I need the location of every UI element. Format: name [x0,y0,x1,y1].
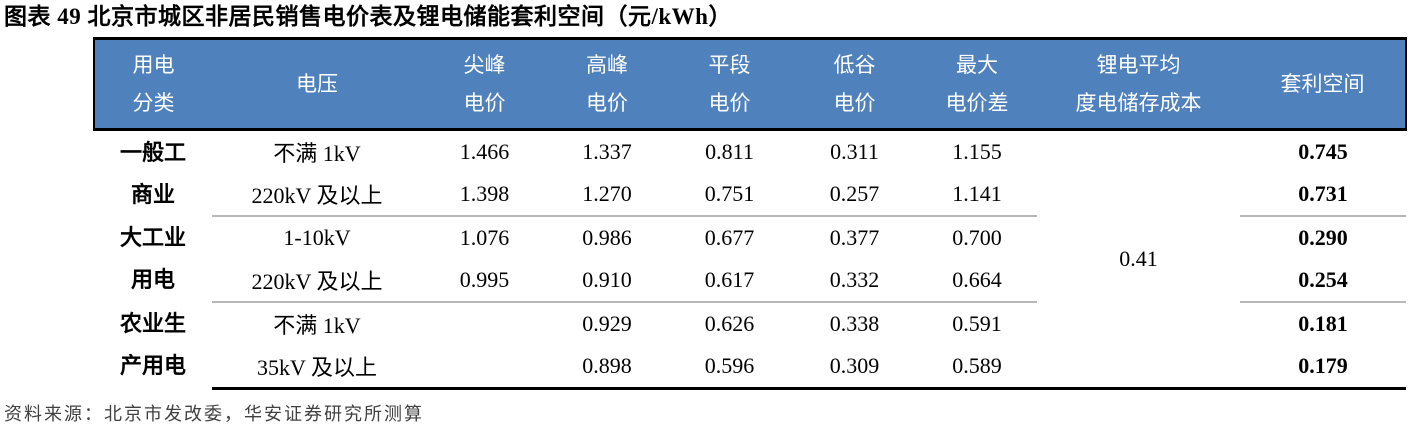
header-line: 平段 [708,53,751,77]
category-line: 产用电 [119,353,186,379]
peak-price-cell: 1.076 [459,225,510,250]
header-line: 电压 [296,72,338,96]
flat-price-cell: 0.596 [667,345,792,390]
category-line: 大工业 [119,225,186,250]
valley-price-cell: 0.338 [829,311,880,336]
table-row: 大工业 用电 1-10kV 1.076 0.986 0.677 0.377 0.… [94,216,1406,292]
category-cell-general-commerce: 一般工 商业 [94,130,212,217]
high-price-cell: 0.910 [547,259,667,303]
voltage-cell: 不满 1kV [273,141,361,166]
voltage-cell: 220kV 及以上 [212,173,422,217]
header-row: 用电 分类 电压 尖峰 电价 高峰 电价 平段 电价 低谷 电价 [93,37,1407,131]
header-line: 电价 [586,91,628,115]
category-line: 农业生 [119,311,186,337]
voltage-cell: 220kV 及以上 [212,259,422,303]
peak-price-cell: 1.466 [459,139,510,164]
header-line: 分类 [132,91,175,115]
valley-price-cell: 0.377 [829,225,880,250]
max-diff-cell: 1.141 [917,173,1037,217]
arbitrage-cell: 0.179 [1240,345,1406,390]
flat-price-cell: 0.677 [704,225,755,250]
header-line: 尖峰 [463,53,506,77]
peak-price-cell: 1.398 [422,173,547,217]
category-cell-agriculture: 农业生 产用电 [94,302,212,389]
peak-price-cell: 0.995 [422,259,547,303]
high-price-cell: 0.986 [582,225,632,250]
category-line: 一般工 [119,139,186,165]
max-diff-cell: 0.664 [917,259,1037,303]
col-header-flat-price: 平段 电价 [667,37,792,131]
header-line: 锂电平均 [1096,53,1181,77]
category-cell-large-industry: 大工业 用电 [94,216,212,302]
col-header-peak-price: 尖峰 电价 [422,37,547,131]
voltage-cell: 35kV 及以上 [212,345,422,390]
voltage-cell: 1-10kV [283,225,351,250]
header-line: 电价差 [945,91,1009,115]
valley-price-cell: 0.257 [792,173,917,217]
category-line: 用电 [130,267,175,292]
voltage-cell: 不满 1kV [273,313,361,338]
table-row: 农业生 产用电 不满 1kV 0.929 0.626 0.338 0.591 0… [94,302,1406,378]
table-row: 220kV 及以上 1.398 1.270 0.751 0.257 1.141 … [94,173,1406,217]
high-price-cell: 0.898 [547,345,667,390]
li-storage-cost-cell: 0.41 [1037,129,1240,390]
arbitrage-cell: 0.731 [1240,173,1406,217]
category-line: 商业 [130,181,175,207]
valley-price-cell: 0.311 [830,139,879,164]
flat-price-cell: 0.751 [667,173,792,217]
header-line: 套利空间 [1280,72,1365,96]
max-diff-cell: 0.700 [952,225,1002,250]
max-diff-cell: 1.155 [952,139,1002,164]
electricity-price-table: 用电 分类 电压 尖峰 电价 高峰 电价 平段 电价 低谷 电价 [93,37,1407,390]
col-header-high-price: 高峰 电价 [547,37,667,131]
high-price-cell: 0.929 [582,311,632,336]
table-row: 220kV 及以上 0.995 0.910 0.617 0.332 0.664 … [94,259,1406,303]
flat-price-cell: 0.811 [705,139,754,164]
figure-title: 图表 49 北京市城区非居民销售电价表及锂电储能套利空间（元/kWh） [4,4,732,29]
col-header-arbitrage-space: 套利空间 [1240,37,1407,131]
peak-price-cell [422,302,547,345]
table-row: 35kV 及以上 0.898 0.596 0.309 0.589 0.179 [94,345,1406,390]
max-diff-cell: 0.589 [917,345,1037,390]
max-diff-cell: 0.591 [952,311,1002,336]
source-note: 资料来源：北京市发改委，华安证券研究所测算 [4,404,424,424]
header-line: 度电储存成本 [1075,91,1202,115]
high-price-cell: 1.270 [547,173,667,217]
high-price-cell: 1.337 [582,139,632,164]
flat-price-cell: 0.626 [704,311,755,336]
col-header-voltage: 电压 [212,37,422,131]
valley-price-cell: 0.332 [792,259,917,303]
col-header-valley-price: 低谷 电价 [792,37,917,131]
header-line: 电价 [463,91,506,115]
table-row: 一般工 商业 不满 1kV 1.466 1.337 0.811 0.311 1.… [94,129,1406,390]
flat-price-cell: 0.617 [667,259,792,303]
arbitrage-cell: 0.254 [1240,259,1406,303]
header-line: 最大 [956,53,998,77]
arbitrage-cell: 0.745 [1298,139,1348,164]
header-line: 低谷 [833,53,876,77]
header-line: 电价 [708,91,751,115]
header-line: 用电 [132,53,175,77]
col-header-li-storage-cost: 锂电平均 度电储存成本 [1037,37,1240,131]
arbitrage-cell: 0.290 [1298,225,1348,250]
col-header-max-price-diff: 最大 电价差 [917,37,1037,131]
arbitrage-cell: 0.181 [1298,311,1348,336]
valley-price-cell: 0.309 [792,345,917,390]
peak-price-cell [422,345,547,390]
header-line: 电价 [833,91,876,115]
header-line: 高峰 [586,53,628,77]
col-header-usage-category: 用电 分类 [93,37,212,131]
